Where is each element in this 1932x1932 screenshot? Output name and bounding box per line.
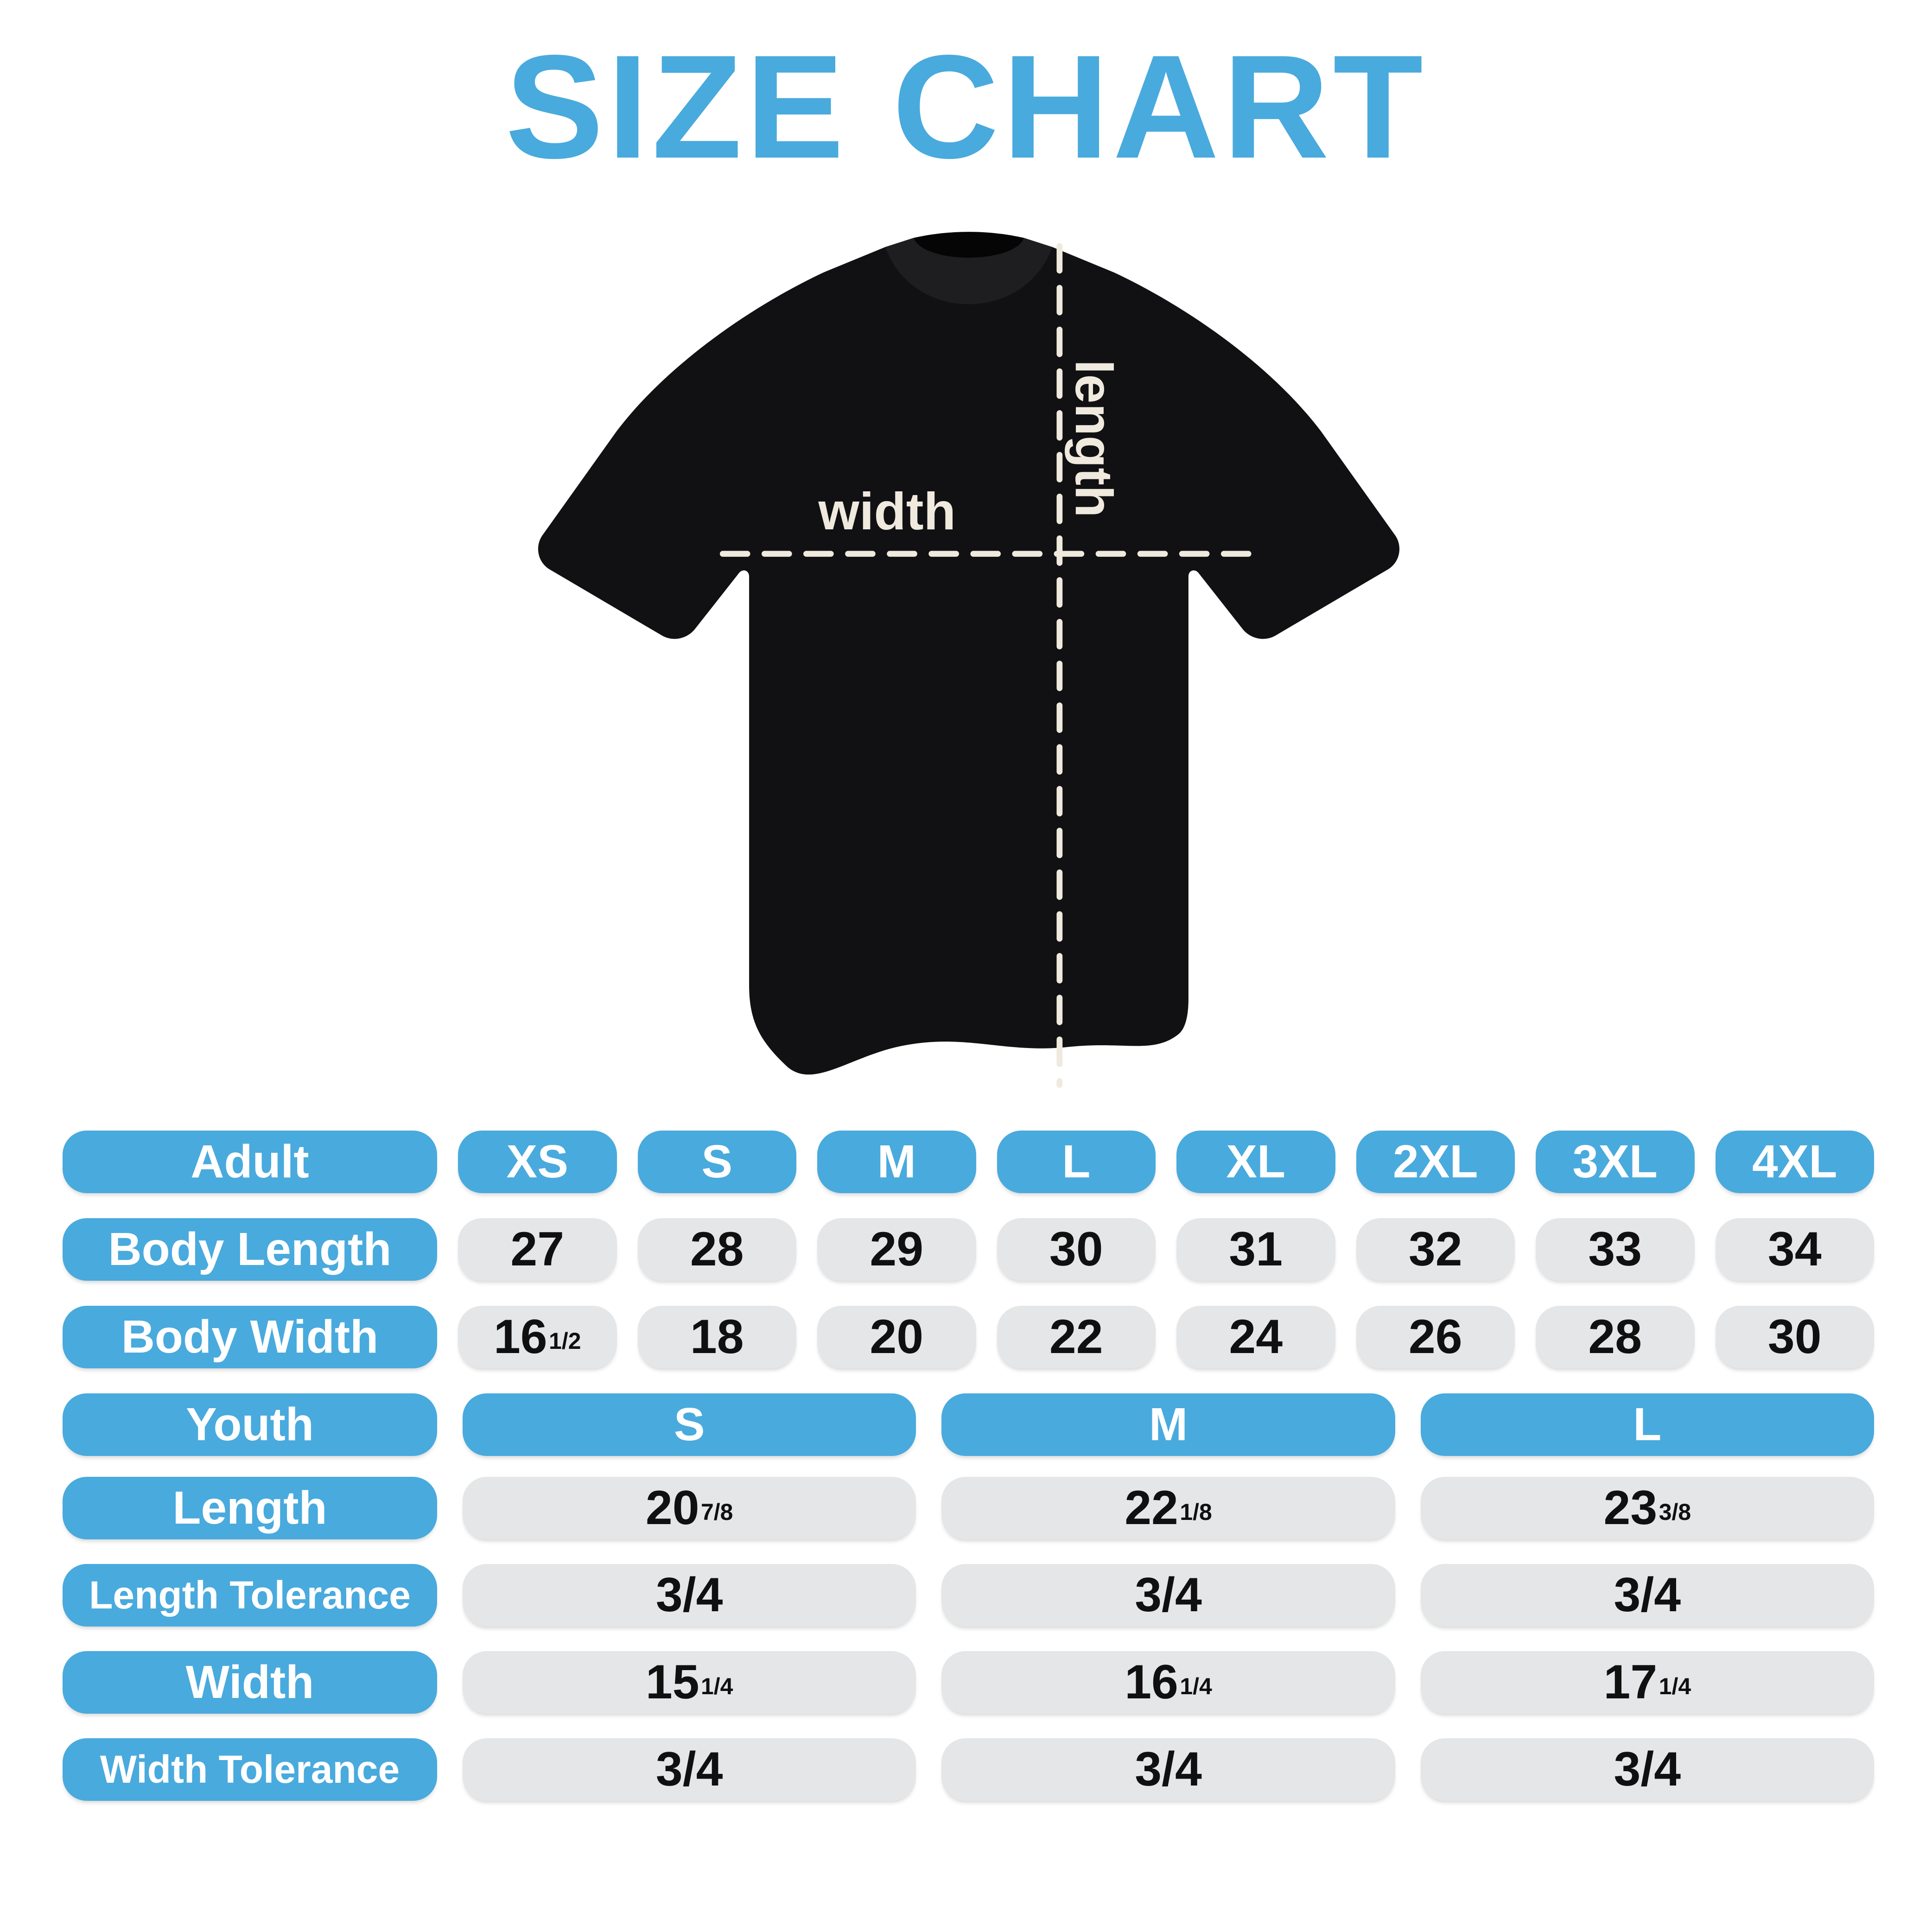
body-width-xl-cell: 24	[1176, 1306, 1335, 1368]
size-pill-2xl: 2XL	[1356, 1131, 1515, 1193]
body-width-4xl-cell: 30	[1715, 1306, 1874, 1368]
youth-width-tolerance-m-cell: 3/4	[941, 1738, 1395, 1801]
youth-size-pill-m: M	[941, 1393, 1395, 1456]
size-pill-xs: XS	[458, 1131, 617, 1193]
tshirt-measurement-diagram: width length	[515, 222, 1423, 1094]
youth-width-tolerance-l-cell: 3/4	[1420, 1738, 1874, 1801]
tshirt-collar	[885, 238, 1053, 305]
youth-width-tolerance-row: Width Tolerance 3/4 3/4 3/4	[63, 1738, 1874, 1801]
youth-length-l-cell: 233/8	[1420, 1477, 1874, 1539]
youth-length-s-cell: 207/8	[463, 1477, 916, 1539]
body-width-m-cell: 20	[817, 1306, 976, 1368]
youth-width-l-cell: 171/4	[1420, 1651, 1874, 1714]
body-length-2xl-cell: 32	[1356, 1218, 1515, 1281]
tshirt-diagram-svg: width length	[538, 232, 1400, 1088]
page-title: SIZE CHART	[505, 25, 1427, 189]
youth-width-tolerance-s-cell: 3/4	[463, 1738, 916, 1801]
youth-table-title-pill: Youth	[63, 1393, 437, 1456]
row-label-length-tolerance: Length Tolerance	[63, 1564, 437, 1627]
body-width-s-cell: 18	[637, 1306, 796, 1368]
body-width-l-cell: 22	[997, 1306, 1156, 1368]
youth-length-tolerance-s-cell: 3/4	[463, 1564, 916, 1627]
body-width-2xl-cell: 26	[1356, 1306, 1515, 1368]
size-pill-3xl: 3XL	[1536, 1131, 1695, 1193]
width-measure-label: width	[818, 482, 956, 541]
youth-size-pill-l: L	[1420, 1393, 1874, 1456]
youth-length-row: Length 207/8 221/8 233/8	[63, 1477, 1874, 1539]
adult-table-title-pill: Adult	[63, 1131, 437, 1193]
row-label-body-length: Body Length	[63, 1218, 437, 1281]
size-pill-m: M	[817, 1131, 976, 1193]
adult-table-title: Adult	[191, 1136, 309, 1188]
adult-header-row: Adult XS S M L XL 2XL 3XL 4XL	[63, 1131, 1874, 1193]
body-length-m-cell: 29	[817, 1218, 976, 1281]
youth-width-row: Width 151/4 161/4 171/4	[63, 1651, 1874, 1714]
tshirt-collar-inner	[913, 232, 1024, 258]
youth-length-tolerance-l-cell: 3/4	[1420, 1564, 1874, 1627]
size-pill-xl: XL	[1176, 1131, 1335, 1193]
youth-length-m-cell: 221/8	[941, 1477, 1395, 1539]
row-label-body-width: Body Width	[63, 1306, 437, 1368]
youth-width-s-cell: 151/4	[463, 1651, 916, 1714]
row-label-width-tolerance: Width Tolerance	[63, 1738, 437, 1801]
youth-table-title: Youth	[186, 1398, 314, 1450]
youth-header-row: Youth S M L	[63, 1393, 1874, 1456]
size-pill-s: S	[637, 1131, 796, 1193]
row-label-length: Length	[63, 1477, 437, 1539]
size-pill-l: L	[997, 1131, 1156, 1193]
body-length-xs-cell: 27	[458, 1218, 617, 1281]
tshirt-silhouette	[538, 235, 1400, 1075]
body-length-4xl-cell: 34	[1715, 1218, 1874, 1281]
youth-length-tolerance-m-cell: 3/4	[941, 1564, 1395, 1627]
youth-size-pill-s: S	[463, 1393, 916, 1456]
row-label-width: Width	[63, 1651, 437, 1714]
body-length-s-cell: 28	[637, 1218, 796, 1281]
body-length-row: Body Length 27 28 29 30 31 32 33 34	[63, 1218, 1874, 1281]
body-width-3xl-cell: 28	[1536, 1306, 1695, 1368]
adult-size-table: Adult XS S M L XL 2XL 3XL 4XL Body Lengt…	[63, 1131, 1874, 1368]
length-measure-label: length	[1064, 360, 1123, 518]
youth-length-tolerance-row: Length Tolerance 3/4 3/4 3/4	[63, 1564, 1874, 1627]
size-tables: Adult XS S M L XL 2XL 3XL 4XL Body Lengt…	[63, 1131, 1874, 1801]
size-pill-4xl: 4XL	[1715, 1131, 1874, 1193]
youth-width-m-cell: 161/4	[941, 1651, 1395, 1714]
table-spacer	[63, 1368, 1874, 1393]
body-length-xl-cell: 31	[1176, 1218, 1335, 1281]
youth-size-table: Youth S M L Length 207/8 221/8 233/8 Len…	[63, 1393, 1874, 1801]
body-length-l-cell: 30	[997, 1218, 1156, 1281]
body-length-3xl-cell: 33	[1536, 1218, 1695, 1281]
body-width-xs-cell: 161/2	[458, 1306, 617, 1368]
body-width-row: Body Width 161/2 18 20 22 24 26 28 30	[63, 1306, 1874, 1368]
